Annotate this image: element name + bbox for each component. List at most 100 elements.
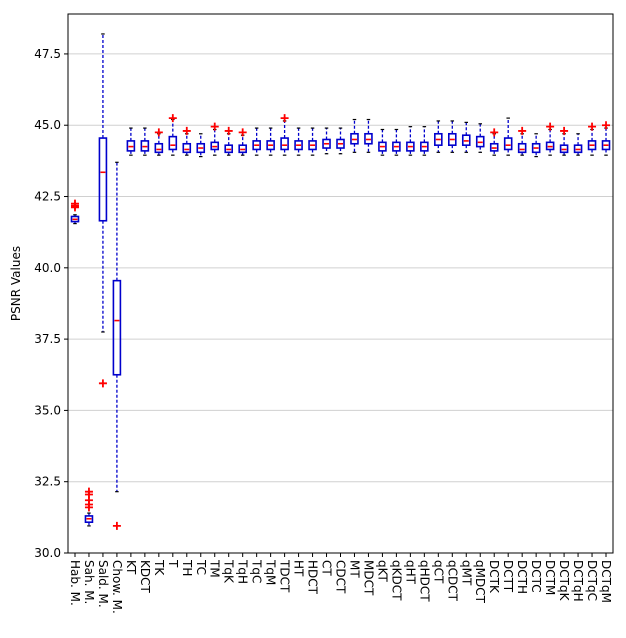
iqr-box bbox=[140, 140, 150, 152]
x-tick-label: DCTH bbox=[515, 560, 529, 594]
x-tick-label: DCTqH bbox=[571, 560, 585, 602]
box-34 bbox=[545, 122, 555, 156]
box-13 bbox=[252, 127, 261, 156]
iqr-box bbox=[559, 144, 569, 154]
y-tick-label: 47.5 bbox=[34, 47, 61, 61]
x-tick-label: qMT bbox=[459, 560, 473, 586]
x-tick-label: MDCT bbox=[361, 560, 375, 596]
x-tick-label: TDCT bbox=[278, 559, 292, 593]
x-tick-label: CT bbox=[320, 560, 334, 576]
iqr-box bbox=[392, 141, 401, 152]
flier-marker bbox=[518, 126, 527, 135]
y-tick-label: 32.5 bbox=[34, 475, 61, 489]
iqr-box bbox=[364, 132, 373, 145]
iqr-box bbox=[322, 138, 331, 149]
y-axis-label: PSNR Values bbox=[9, 246, 23, 321]
iqr-box bbox=[420, 141, 429, 152]
box-37 bbox=[587, 122, 597, 156]
flier-marker bbox=[112, 521, 121, 530]
box-5 bbox=[140, 127, 150, 156]
iqr-box bbox=[461, 134, 471, 146]
box-9 bbox=[196, 133, 206, 158]
box-23 bbox=[392, 128, 401, 156]
flier-marker bbox=[98, 379, 107, 388]
x-tick-label: DCTqM bbox=[599, 560, 613, 603]
iqr-box bbox=[210, 141, 220, 151]
box-31 bbox=[503, 117, 513, 156]
box-19 bbox=[336, 127, 345, 155]
box-4 bbox=[126, 127, 136, 156]
iqr-box bbox=[350, 132, 359, 145]
x-tick-label: TqK bbox=[222, 559, 236, 584]
box-3 bbox=[112, 161, 122, 530]
flier-marker bbox=[154, 128, 163, 137]
x-tick-label: qKDCT bbox=[389, 560, 403, 601]
box-38 bbox=[601, 121, 611, 156]
box-36 bbox=[573, 133, 583, 156]
iqr-box bbox=[252, 140, 261, 151]
x-tick-label: TC bbox=[194, 559, 208, 575]
x-tick-label: Chow. M. bbox=[110, 560, 124, 614]
box-11 bbox=[224, 126, 233, 156]
box-15 bbox=[280, 114, 289, 156]
iqr-box bbox=[182, 142, 192, 154]
y-tick-label: 40.0 bbox=[34, 261, 61, 275]
x-tick-label: T bbox=[166, 559, 180, 568]
box-10 bbox=[210, 122, 220, 156]
iqr-box bbox=[70, 215, 80, 223]
y-tick-label: 37.5 bbox=[34, 332, 61, 346]
iqr-box bbox=[294, 140, 303, 151]
iqr-box bbox=[406, 141, 415, 152]
box-7 bbox=[168, 114, 178, 156]
flier-marker bbox=[280, 114, 289, 123]
iqr-box bbox=[224, 144, 233, 154]
flier-marker bbox=[602, 121, 611, 130]
x-tick-label: DCTqK bbox=[557, 560, 571, 602]
iqr-box bbox=[489, 142, 499, 152]
box-24 bbox=[406, 126, 415, 156]
iqr-box bbox=[98, 137, 108, 222]
x-tick-label: qKT bbox=[375, 560, 389, 583]
iqr-box bbox=[601, 140, 611, 151]
flier-marker bbox=[588, 122, 597, 131]
box-25 bbox=[420, 126, 429, 156]
x-tick-label: TH bbox=[180, 559, 194, 576]
x-tick-label: TM bbox=[208, 559, 222, 578]
iqr-box bbox=[434, 132, 443, 146]
y-tick-label: 30.0 bbox=[34, 546, 61, 560]
x-tick-label: DCTC bbox=[529, 560, 543, 593]
box-20 bbox=[350, 118, 359, 153]
x-tick-label: TqC bbox=[250, 559, 264, 583]
y-tick-label: 45.0 bbox=[34, 118, 61, 132]
iqr-box bbox=[112, 279, 122, 376]
x-tick-label: MT bbox=[347, 560, 361, 578]
iqr-box bbox=[126, 140, 136, 152]
box-32 bbox=[517, 126, 527, 156]
x-tick-label: DCTqC bbox=[585, 560, 599, 601]
x-tick-label: HT bbox=[292, 560, 306, 577]
box-35 bbox=[559, 126, 569, 156]
iqr-box bbox=[545, 141, 555, 151]
box-6 bbox=[154, 128, 164, 156]
y-axis: 30.0 32.5 35.0 37.5 40.0 42.5 45.0 47.5 bbox=[34, 47, 68, 560]
x-axis: Hab. M. Sah. M. Sald. M. Chow. M. KT KDCT TK T T… bbox=[68, 553, 613, 614]
box-17 bbox=[308, 127, 317, 156]
flier-marker bbox=[70, 199, 79, 208]
box-27 bbox=[448, 120, 457, 153]
plot-frame bbox=[67, 13, 614, 554]
flier-marker bbox=[546, 122, 555, 131]
box-8 bbox=[182, 126, 192, 156]
iqr-box bbox=[448, 132, 457, 146]
iqr-box bbox=[238, 144, 247, 154]
flier-marker bbox=[224, 126, 233, 135]
flier-marker bbox=[84, 487, 93, 496]
y-tick-label: 42.5 bbox=[34, 190, 61, 204]
x-tick-label: KDCT bbox=[138, 560, 152, 593]
box-21 bbox=[364, 118, 373, 153]
flier-marker bbox=[168, 114, 177, 123]
iqr-box bbox=[587, 140, 597, 151]
iqr-box bbox=[336, 138, 345, 149]
iqr-box bbox=[378, 141, 387, 152]
x-tick-label: DCTT bbox=[501, 560, 515, 593]
